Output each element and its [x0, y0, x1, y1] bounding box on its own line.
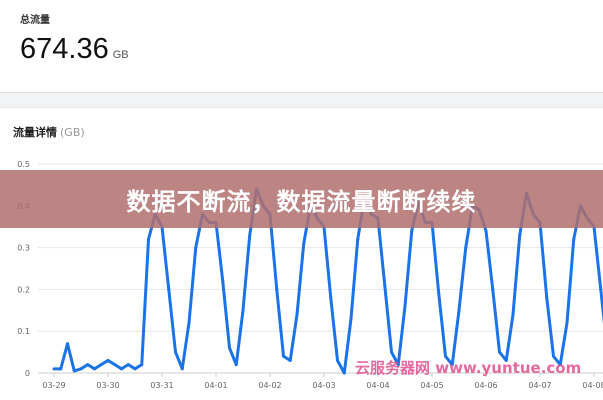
traffic-data-point — [221, 279, 225, 283]
traffic-data-point — [72, 369, 76, 373]
traffic-data-point — [491, 287, 495, 291]
traffic-data-point — [437, 292, 441, 296]
x-tick-label: 04-07 — [528, 381, 551, 390]
traffic-data-point — [228, 346, 231, 350]
total-traffic-label: 总流量 — [20, 15, 50, 26]
y-tick-label: 0 — [25, 369, 30, 378]
total-traffic-unit: GB — [112, 49, 129, 61]
x-tick-label: 03-30 — [96, 381, 119, 390]
x-tick-label: 04-08 — [582, 381, 603, 390]
x-tick-label: 03-31 — [150, 381, 173, 390]
x-tick-label: 04-01 — [204, 381, 227, 390]
traffic-data-point — [113, 363, 117, 367]
traffic-data-point — [106, 358, 110, 362]
traffic-data-point — [120, 367, 123, 371]
traffic-data-point — [295, 312, 299, 316]
x-tick-label: 04-03 — [312, 381, 335, 390]
traffic-data-point — [241, 308, 245, 312]
traffic-data-point — [66, 342, 69, 346]
traffic-data-point — [599, 287, 603, 291]
traffic-data-point — [99, 363, 103, 367]
traffic-data-point — [518, 233, 522, 237]
traffic-data-point — [336, 358, 339, 362]
traffic-detail-label: 流量详情 — [13, 126, 57, 139]
traffic-data-point — [545, 296, 549, 300]
traffic-data-point — [464, 246, 468, 250]
x-tick-label: 04-05 — [420, 381, 443, 390]
traffic-data-point — [329, 296, 333, 300]
traffic-data-point — [180, 367, 184, 371]
traffic-data-point — [126, 363, 130, 367]
traffic-data-point — [403, 304, 407, 308]
traffic-data-point — [349, 317, 353, 321]
traffic-data-point — [194, 246, 198, 250]
x-tick-label: 03-29 — [42, 381, 65, 390]
traffic-data-point — [302, 241, 306, 245]
traffic-data-point — [444, 354, 447, 358]
traffic-data-point — [147, 237, 150, 241]
traffic-data-point — [140, 363, 144, 367]
traffic-data-point — [282, 354, 285, 358]
traffic-data-point — [248, 233, 252, 237]
traffic-data-point — [167, 287, 171, 291]
traffic-data-point — [342, 371, 346, 375]
caption-banner: 数据不断流，数据流量断断续续 — [0, 170, 603, 228]
traffic-data-point — [457, 308, 461, 312]
y-tick-label: 0.1 — [17, 327, 30, 336]
y-tick-label: 0.2 — [17, 285, 30, 294]
y-tick-label: 0.5 — [17, 160, 30, 169]
traffic-data-point — [565, 321, 569, 325]
x-tick-label: 04-02 — [258, 381, 281, 390]
traffic-data-point — [187, 321, 191, 325]
traffic-data-point — [390, 350, 393, 354]
traffic-data-point — [504, 358, 508, 362]
traffic-data-point — [59, 367, 63, 371]
traffic-data-point — [396, 363, 400, 367]
traffic-data-point — [511, 312, 515, 316]
traffic-data-point — [356, 237, 360, 241]
traffic-data-point — [450, 363, 454, 367]
watermark: 云服务器网 www.yuntue.com — [355, 359, 582, 377]
traffic-data-point — [86, 363, 90, 367]
traffic-data-point — [498, 350, 501, 354]
traffic-data-point — [275, 287, 279, 291]
traffic-data-point — [558, 363, 562, 367]
x-tick-label: 04-06 — [474, 381, 497, 390]
traffic-data-point — [410, 229, 414, 233]
traffic-detail-title: 流量详情 (GB) — [13, 124, 85, 140]
total-traffic-value: 674.36 GB — [20, 33, 129, 66]
traffic-data-point — [484, 229, 488, 233]
traffic-data-point — [133, 367, 137, 371]
traffic-data-point — [552, 354, 555, 358]
traffic-data-point — [52, 367, 56, 371]
traffic-data-point — [174, 350, 177, 354]
y-tick-label: 0.3 — [17, 244, 30, 253]
section-divider — [0, 92, 603, 108]
traffic-data-point — [572, 237, 576, 241]
traffic-data-point — [79, 367, 83, 371]
traffic-data-point — [383, 283, 387, 287]
total-traffic-card: 总流量 674.36 GB — [0, 0, 603, 92]
traffic-data-point — [288, 358, 292, 362]
traffic-data-point — [93, 367, 96, 371]
total-traffic-number: 674.36 — [20, 33, 109, 65]
x-tick-label: 04-04 — [366, 381, 389, 390]
banner-text: 数据不断流，数据流量断断续续 — [126, 187, 477, 216]
traffic-data-point — [234, 363, 238, 367]
traffic-detail-unit: (GB) — [60, 126, 85, 139]
